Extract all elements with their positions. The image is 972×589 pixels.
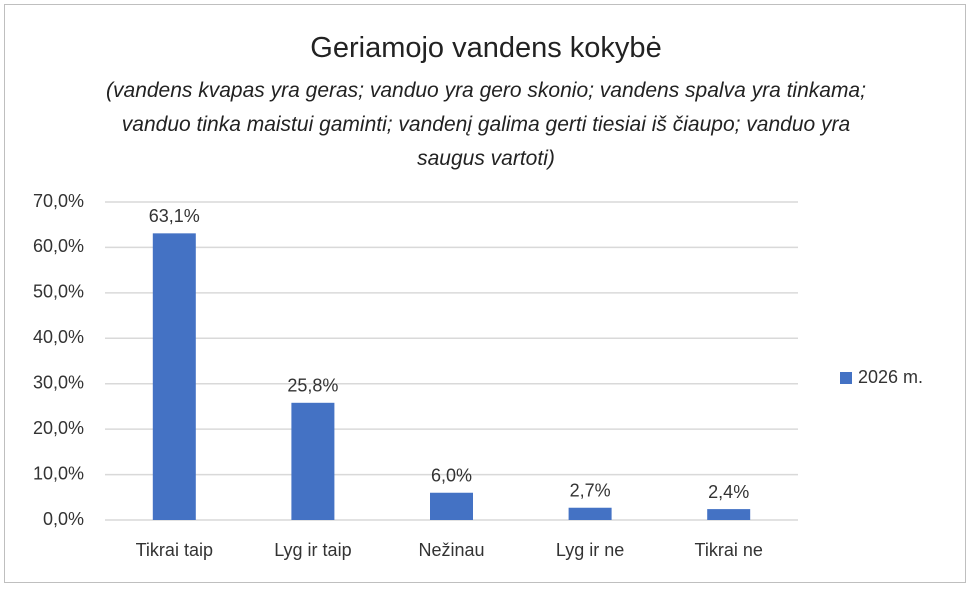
bar [291,402,335,520]
chart-title: Geriamojo vandens kokybė [310,32,662,64]
data-label: 25,8% [287,376,338,396]
x-tick-label: Nežinau [418,540,484,560]
x-tick-label: Lyg ir ne [556,540,624,560]
y-tick-label: 70,0% [33,191,84,211]
data-label: 2,4% [708,482,749,502]
bar [430,492,473,520]
y-tick-label: 40,0% [33,327,84,347]
y-tick-label: 0,0% [43,509,84,529]
legend-swatch [840,372,852,384]
data-label: 63,1% [149,206,200,226]
y-tick-label: 10,0% [33,463,84,483]
y-tick-label: 30,0% [33,372,84,392]
y-tick-label: 50,0% [33,282,84,302]
data-label: 2,7% [570,480,611,500]
chart-subtitle: (vandens kvapas yra geras; vanduo yra ge… [106,79,866,170]
x-tick-label: Tikrai taip [136,540,213,560]
y-tick-label: 60,0% [33,236,84,256]
bar [707,509,751,520]
legend-label: 2026 m. [858,367,923,387]
bar [568,507,612,520]
x-tick-label: Lyg ir taip [274,540,351,560]
x-tick-label: Tikrai ne [695,540,763,560]
y-tick-label: 20,0% [33,418,84,438]
chart-border [4,4,966,583]
data-label: 6,0% [431,465,472,485]
bar [152,233,196,521]
